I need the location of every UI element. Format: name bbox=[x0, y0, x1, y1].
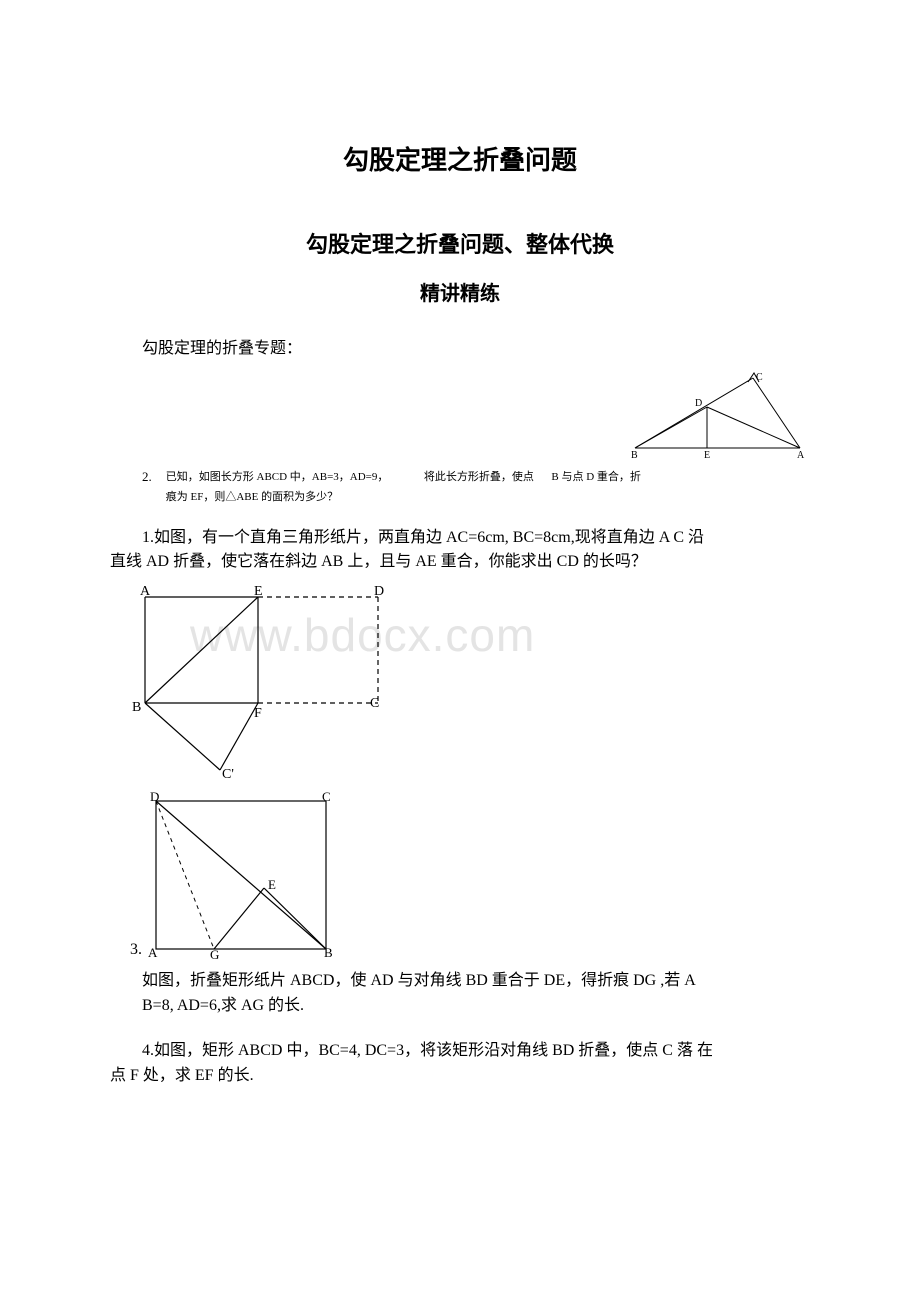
fig2-label-a: A bbox=[140, 585, 151, 599]
sub-title: 勾股定理之折叠问题、整体代换 bbox=[110, 227, 810, 259]
q2-text-2: 将此长方形折叠，使点 bbox=[424, 471, 534, 483]
figure-3-svg: D C A G B E bbox=[144, 789, 339, 959]
fig2-label-d: D bbox=[374, 585, 384, 599]
fig2-label-b: B bbox=[132, 700, 141, 715]
fig1-label-e: E bbox=[704, 450, 710, 460]
fig2-label-c: C bbox=[370, 696, 379, 711]
fig2-label-e: E bbox=[254, 585, 263, 599]
q2-text-4: 痕为 EF，则△ABE 的面积为多少？ bbox=[166, 491, 338, 503]
q2-text-3: B 与点 D 重合，折 bbox=[551, 471, 641, 483]
q2-number: 2. bbox=[142, 468, 152, 485]
fig2-label-cp: C' bbox=[222, 767, 234, 780]
fig1-label-a: A bbox=[797, 450, 805, 460]
fig3-label-b: B bbox=[324, 945, 333, 959]
q3-line1: 如图，折叠矩形纸片 ABCD，使 AD 与对角线 BD 重合于 DE，得折痕 D… bbox=[110, 969, 810, 994]
q1-line2: 直线 AD 折叠，使它落在斜边 AB 上，且与 AE 重合，你能求出 CD 的长… bbox=[110, 550, 810, 575]
figure-2-svg: A E D B F C C' bbox=[130, 585, 390, 780]
fig3-label-d: D bbox=[150, 789, 159, 804]
question-2: 2. 已知，如图长方形 ABCD 中，AB=3，AD=9， 将此长方形折叠，使点… bbox=[110, 468, 810, 508]
fig3-label-e: E bbox=[268, 877, 276, 892]
figures-group: A E D B F C C' 3. D C A G B E bbox=[130, 585, 810, 959]
fig2-label-f: F bbox=[254, 706, 262, 721]
q3-number: 3. bbox=[130, 941, 142, 959]
fig3-label-c: C bbox=[322, 789, 331, 804]
figure-1-svg: B E A C D bbox=[625, 370, 810, 460]
fig1-label-d: D bbox=[695, 398, 702, 409]
q4-line1: 4.如图，矩形 ABCD 中，BC=4, DC=3，将该矩形沿对角线 BD 折叠… bbox=[110, 1039, 810, 1064]
q1-line1: 1.如图，有一个直角三角形纸片，两直角边 AC=6cm, BC=8cm,现将直角… bbox=[110, 526, 810, 551]
q3-line2: B=8, AD=6,求 AG 的长. bbox=[110, 994, 810, 1019]
fig3-label-a: A bbox=[148, 945, 158, 959]
fig3-label-g: G bbox=[210, 947, 219, 959]
figure-1-container: B E A C D bbox=[110, 370, 810, 460]
sub-title-2: 精讲精练 bbox=[110, 277, 810, 306]
fig1-label-c: C bbox=[756, 372, 763, 383]
q4-line2: 点 F 处，求 EF 的长. bbox=[110, 1064, 810, 1089]
section-heading: 勾股定理的折叠专题： bbox=[110, 334, 810, 358]
fig1-label-b: B bbox=[631, 450, 638, 460]
main-title: 勾股定理之折叠问题 bbox=[110, 140, 810, 177]
q2-text-1: 已知，如图长方形 ABCD 中，AB=3，AD=9， bbox=[166, 471, 389, 483]
